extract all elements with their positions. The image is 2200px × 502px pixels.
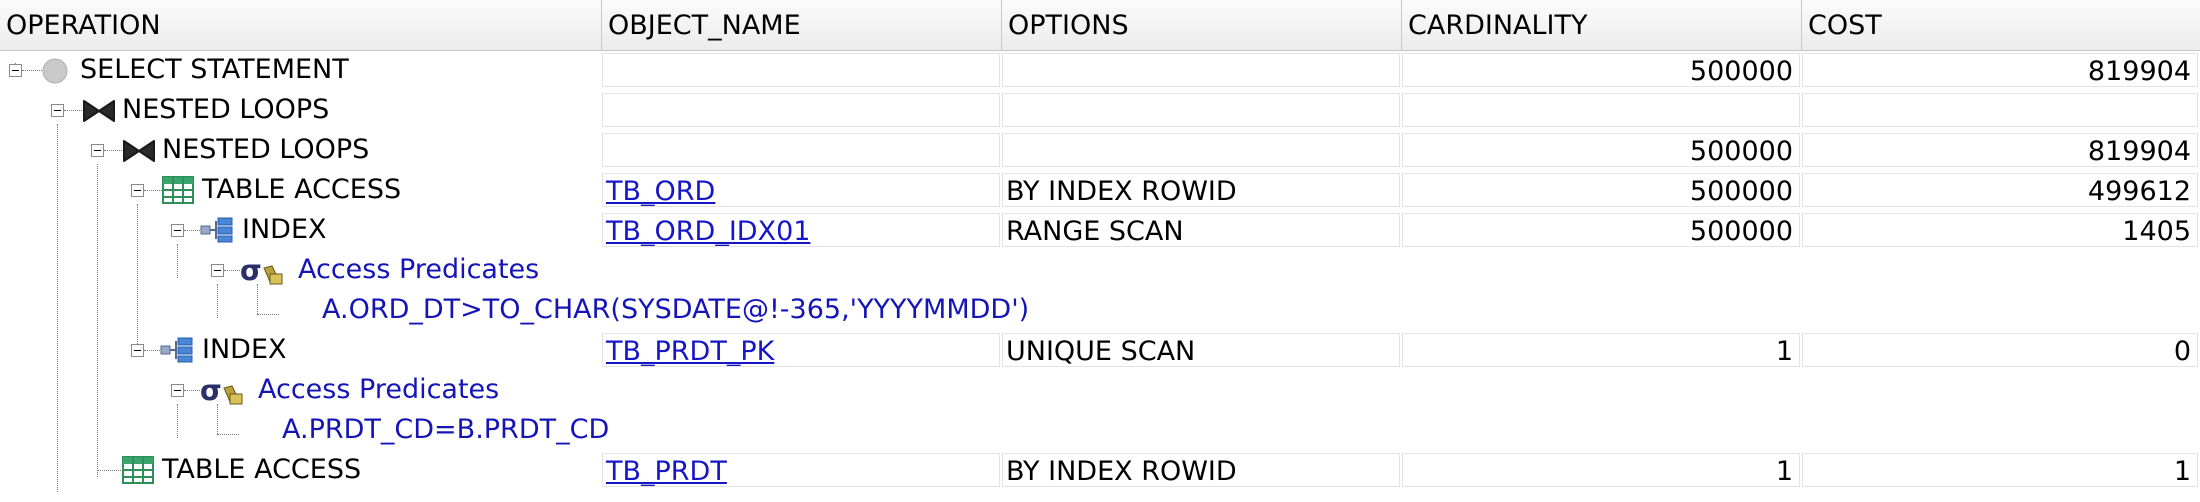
tree-connector — [217, 284, 218, 318]
table-access-icon — [162, 176, 194, 204]
plan-row[interactable]: A.ORD_DT>TO_CHAR(SYSDATE@!-365,'YYYYMMDD… — [0, 290, 2200, 330]
object-name-link[interactable]: TB_PRDT_PK — [606, 336, 775, 367]
options-cell: BY INDEX ROWID — [1002, 453, 1400, 487]
tree-connector — [104, 150, 122, 151]
plan-row[interactable]: σ Access Predicates — [0, 370, 2200, 410]
svg-text:σ: σ — [200, 376, 222, 406]
operation-label: SELECT STATEMENT — [80, 54, 349, 85]
operation-label: TABLE ACCESS — [202, 174, 402, 205]
tree-connector — [217, 404, 218, 434]
cost-cell: 0 — [1802, 333, 2198, 367]
select-statement-icon — [42, 58, 68, 84]
operation-label: INDEX — [242, 214, 327, 245]
plan-row[interactable]: NESTED LOOPS 500000 819904 — [0, 130, 2200, 170]
plan-row[interactable]: INDEX TB_PRDT_PK UNIQUE SCAN 1 0 — [0, 330, 2200, 370]
options-cell — [1002, 53, 1400, 87]
operation-label: Access Predicates — [258, 374, 500, 405]
object-name-link[interactable]: TB_ORD_IDX01 — [606, 216, 811, 247]
options-cell: BY INDEX ROWID — [1002, 173, 1400, 207]
column-header-options[interactable]: OPTIONS — [1002, 0, 1402, 50]
cardinality-cell: 500000 — [1402, 213, 1800, 247]
tree-connector — [184, 230, 200, 231]
plan-row[interactable]: NESTED LOOPS — [0, 90, 2200, 130]
cost-cell: 1405 — [1802, 213, 2198, 247]
plan-row[interactable]: A.PRDT_CD=B.PRDT_CD — [0, 410, 2200, 450]
access-predicates-icon: σ — [200, 376, 243, 406]
collapse-toggle[interactable] — [131, 344, 144, 357]
column-header-cost[interactable]: COST — [1808, 10, 1882, 41]
object-name-cell — [602, 133, 1000, 167]
operation-label: NESTED LOOPS — [122, 94, 330, 125]
collapse-toggle[interactable] — [171, 224, 184, 237]
tree-connector — [144, 190, 162, 191]
predicate-text: A.ORD_DT>TO_CHAR(SYSDATE@!-365,'YYYYMMDD… — [322, 294, 1030, 325]
cost-cell — [1802, 93, 2198, 127]
object-name-cell: TB_ORD — [602, 173, 1000, 207]
operation-label: Access Predicates — [298, 254, 540, 285]
cardinality-cell: 1 — [1402, 453, 1800, 487]
column-header-operation[interactable]: OPERATION — [0, 0, 602, 50]
options-cell — [1002, 133, 1400, 167]
cost-cell: 499612 — [1802, 173, 2198, 207]
collapse-toggle[interactable] — [211, 264, 224, 277]
tree-connector — [64, 110, 82, 111]
collapse-toggle[interactable] — [9, 64, 22, 77]
options-cell: UNIQUE SCAN — [1002, 333, 1400, 367]
options-cell — [1002, 93, 1400, 127]
index-icon — [160, 337, 193, 363]
object-name-cell — [602, 53, 1000, 87]
options-cell: RANGE SCAN — [1002, 213, 1400, 247]
tree-connector — [22, 70, 42, 71]
column-header-row: OPERATION OBJECT_NAME OPTIONS CARDINALIT… — [0, 0, 2200, 51]
collapse-toggle[interactable] — [131, 184, 144, 197]
index-icon — [200, 217, 233, 243]
tree-connector — [97, 164, 98, 477]
cardinality-cell: 500000 — [1402, 53, 1800, 87]
tree-connector — [217, 434, 239, 435]
svg-text:σ: σ — [240, 256, 262, 286]
operation-label: TABLE ACCESS — [162, 454, 362, 485]
tree-connector — [257, 314, 279, 315]
table-access-icon — [122, 456, 154, 484]
nested-loops-icon — [123, 140, 155, 162]
operation-label: NESTED LOOPS — [162, 134, 370, 165]
plan-row[interactable]: TABLE ACCESS TB_ORD BY INDEX ROWID 50000… — [0, 170, 2200, 210]
cost-cell: 819904 — [1802, 53, 2198, 87]
collapse-toggle[interactable] — [91, 144, 104, 157]
collapse-toggle[interactable] — [171, 384, 184, 397]
cardinality-cell: 500000 — [1402, 133, 1800, 167]
tree-connector — [57, 124, 58, 492]
object-name-cell: TB_ORD_IDX01 — [602, 213, 1000, 247]
nested-loops-icon — [83, 100, 115, 122]
cardinality-cell — [1402, 93, 1800, 127]
operation-label: INDEX — [202, 334, 287, 365]
tree-connector — [177, 404, 178, 438]
tree-connector — [144, 350, 160, 351]
plan-row[interactable]: σ Access Predicates — [0, 250, 2200, 290]
plan-row[interactable]: INDEX TB_ORD_IDX01 RANGE SCAN 500000 140… — [0, 210, 2200, 250]
plan-row[interactable]: SELECT STATEMENT 500000 819904 — [0, 50, 2200, 90]
cardinality-cell: 500000 — [1402, 173, 1800, 207]
cost-cell: 819904 — [1802, 133, 2198, 167]
tree-connector — [184, 390, 200, 391]
cardinality-cell: 1 — [1402, 333, 1800, 367]
predicate-text: A.PRDT_CD=B.PRDT_CD — [282, 414, 610, 445]
column-header-cardinality[interactable]: CARDINALITY — [1402, 0, 1802, 50]
plan-row[interactable]: TABLE ACCESS TB_PRDT BY INDEX ROWID 1 1 — [0, 450, 2200, 490]
tree-connector — [177, 244, 178, 278]
tree-connector — [97, 470, 123, 471]
object-name-link[interactable]: TB_ORD — [606, 176, 716, 207]
object-name-link[interactable]: TB_PRDT — [606, 456, 727, 487]
column-header-object-name[interactable]: OBJECT_NAME — [602, 0, 1002, 50]
tree-connector — [257, 284, 258, 314]
object-name-cell: TB_PRDT_PK — [602, 333, 1000, 367]
tree-connector — [137, 204, 138, 352]
collapse-toggle[interactable] — [51, 104, 64, 117]
object-name-cell — [602, 93, 1000, 127]
tree-connector — [224, 270, 240, 271]
cost-cell: 1 — [1802, 453, 2198, 487]
object-name-cell: TB_PRDT — [602, 453, 1000, 487]
access-predicates-icon: σ — [240, 256, 283, 286]
